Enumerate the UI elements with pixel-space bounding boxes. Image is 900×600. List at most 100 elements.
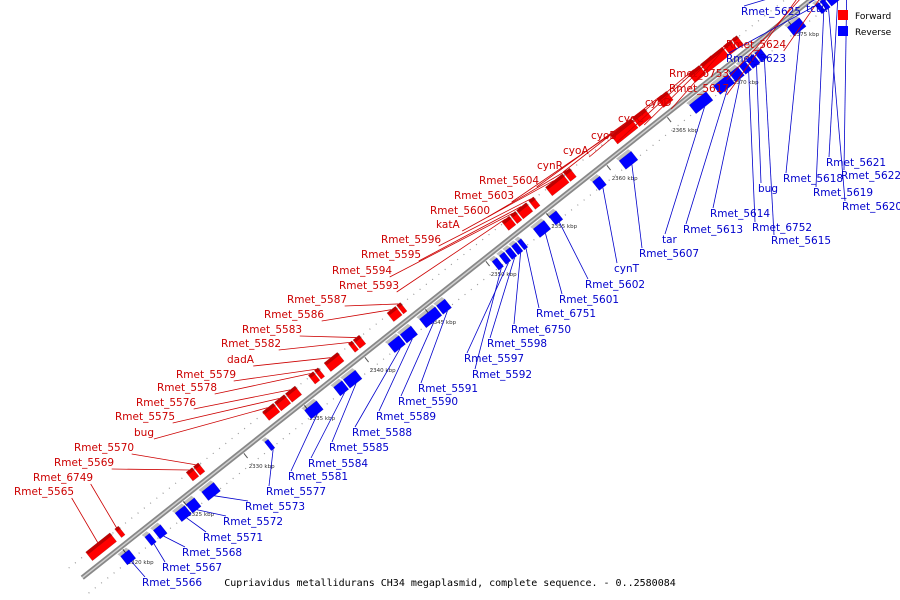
- kbp-tick-label: 2350 kbp: [491, 272, 517, 278]
- gene-Rmet_5613: [713, 74, 735, 95]
- forward-label-cyoD: cyoD: [645, 97, 672, 109]
- reverse-label-Rmet_5584: Rmet_5584: [308, 458, 368, 470]
- gene-Rmet_6749: [114, 525, 126, 538]
- leader-Rmet_5593: [396, 218, 506, 293]
- reverse-label-tctA: tctA: [806, 3, 828, 15]
- leader-Rmet_5601: [545, 233, 563, 295]
- reverse-label-Rmet_5602: Rmet_5602: [585, 279, 645, 291]
- gene-shade-Rmet_5597: [496, 250, 505, 256]
- gene-Rmet_5584: [333, 380, 349, 397]
- forward-label-Rmet_5594: Rmet_5594: [332, 265, 392, 277]
- kbp-tick-label: 2340 kbp: [370, 368, 396, 374]
- leader-Rmet_5581: [290, 414, 318, 472]
- reverse-guide-dots: [88, 0, 838, 594]
- reverse-genes: [117, 0, 840, 566]
- gene-Rmet_5588: [387, 335, 406, 353]
- gene-bug: [745, 54, 761, 69]
- leader-Rmet_5590: [400, 321, 435, 397]
- reverse-label-Rmet_5573: Rmet_5573: [245, 501, 305, 513]
- leader-Rmet_6753: [726, 0, 800, 81]
- gene-shade-Rmet_5594: [510, 211, 519, 218]
- gene-shade-Rmet_5588: [384, 333, 399, 345]
- kbp-tick: [666, 117, 672, 123]
- gene-Rmet_5620: [819, 0, 831, 11]
- gene-cynR: [656, 91, 674, 108]
- forward-label-bug: bug: [134, 427, 154, 439]
- gene-shade-Rmet_5593: [501, 216, 513, 224]
- leader-Rmet_5587: [344, 303, 399, 307]
- gene-Rmet_5572: [185, 497, 202, 514]
- genome-backbone: [80, 0, 815, 580]
- gene-shade-Rmet_5587: [396, 302, 404, 308]
- leader-Rmet_5566: [131, 561, 146, 578]
- leader-Rmet_5582: [278, 341, 351, 351]
- legend-swatch-forward: [838, 10, 848, 20]
- kbp-tick-label: 2335 kbp: [309, 416, 335, 422]
- leader-cyoC: [643, 43, 728, 126]
- reverse-label-Rmet_5567: Rmet_5567: [162, 562, 222, 574]
- reverse-label-Rmet_5597: Rmet_5597: [464, 353, 524, 365]
- gene-Rmet_5566: [120, 549, 137, 566]
- gene-Rmet_5614: [728, 66, 745, 83]
- leader-Rmet_5565: [71, 497, 99, 543]
- kbp-tick-label: 2360 kbp: [612, 176, 638, 182]
- gene-shade-Rmet_5582: [348, 340, 355, 346]
- kbp-tick-label: 2325 kbp: [188, 512, 214, 518]
- leader-Rmet_5576: [193, 389, 291, 410]
- gene-shade-bug: [262, 403, 277, 414]
- leader-Rmet_5621: [828, 1, 839, 158]
- gene-Rmet_5583: [352, 334, 367, 349]
- leader-Rmet_5588: [354, 348, 401, 428]
- leader-Rmet_5592: [474, 268, 502, 370]
- gene-cyoD: [731, 35, 744, 49]
- kbp-tick-label: 2355 kbp: [551, 224, 577, 230]
- gene-Rmet_5567: [144, 533, 157, 546]
- gene-Rmet_5602: [548, 210, 564, 226]
- forward-label-Rmet_5624: Rmet_5624: [726, 39, 786, 51]
- gene-shade-Rmet_5576: [285, 386, 298, 396]
- kbp-tick-label: 2365 kbp: [672, 128, 698, 134]
- gene-shade-Rmet_5572: [182, 495, 195, 505]
- reverse-label-cynT: cynT: [614, 263, 640, 275]
- leader-cynR: [562, 94, 662, 173]
- gene-shade-Rmet_5566: [117, 547, 129, 557]
- leader-Rmet_5591: [420, 310, 448, 384]
- gene-Rmet_5593: [501, 215, 517, 231]
- leader-katA: [462, 180, 555, 232]
- leader-Rmet_5624: [783, 0, 820, 52]
- gene-katA: [545, 173, 570, 197]
- legend-label-reverse: Reverse: [855, 28, 892, 38]
- gene-Rmet_5621: [826, 0, 840, 7]
- gene-shade-Rmet_6751: [514, 236, 522, 242]
- leader-Rmet_5584: [310, 392, 345, 459]
- gene-Rmet_5582: [347, 340, 359, 353]
- gene-shade-Rmet_5581: [301, 398, 317, 411]
- forward-gene-labels: Rmet_5565Rmet_6749Rmet_5569Rmet_5570bugR…: [14, 39, 786, 498]
- forward-label-Rmet_5575: Rmet_5575: [115, 411, 175, 423]
- gene-shade-cynT: [589, 174, 600, 182]
- kbp-tick-label: 2370 kbp: [733, 80, 759, 86]
- gene-Rmet_5601: [532, 220, 552, 238]
- gene-Rmet_6751: [517, 238, 529, 251]
- gene-shade-Rmet_5614: [726, 64, 738, 74]
- leader-Rmet_5602: [558, 222, 589, 280]
- gene-shade-Rmet_5565: [85, 532, 113, 555]
- reverse-label-tar: tar: [662, 234, 678, 246]
- gene-shade-Rmet_5592: [488, 255, 497, 262]
- reverse-label-Rmet_5568: Rmet_5568: [182, 547, 242, 559]
- gene-shade-Rmet_5591: [433, 297, 445, 306]
- reverse-gene-labels: Rmet_5566 Rmet_5567 Rmet_5568 Rmet_5571 Rmet…: [142, 3, 900, 589]
- gene-shade-Rmet_5595: [516, 202, 530, 213]
- leader-Rmet_5622: [843, 0, 848, 171]
- forward-label-Rmet_5595: Rmet_5595: [361, 249, 421, 261]
- gene-Rmet_5596: [528, 196, 541, 210]
- leader-Rmet_5600: [487, 170, 567, 218]
- gene-shade-Rmet_5589: [397, 323, 411, 335]
- gene-Rmet_5571: [174, 505, 192, 522]
- leader-Rmet_5575: [172, 398, 280, 424]
- gene-shade-Rmet_5596: [528, 196, 537, 203]
- gene-shade-Rmet_5585: [340, 368, 356, 380]
- label-leaders: [71, 0, 848, 578]
- reverse-label-Rmet_5613: Rmet_5613: [683, 224, 743, 236]
